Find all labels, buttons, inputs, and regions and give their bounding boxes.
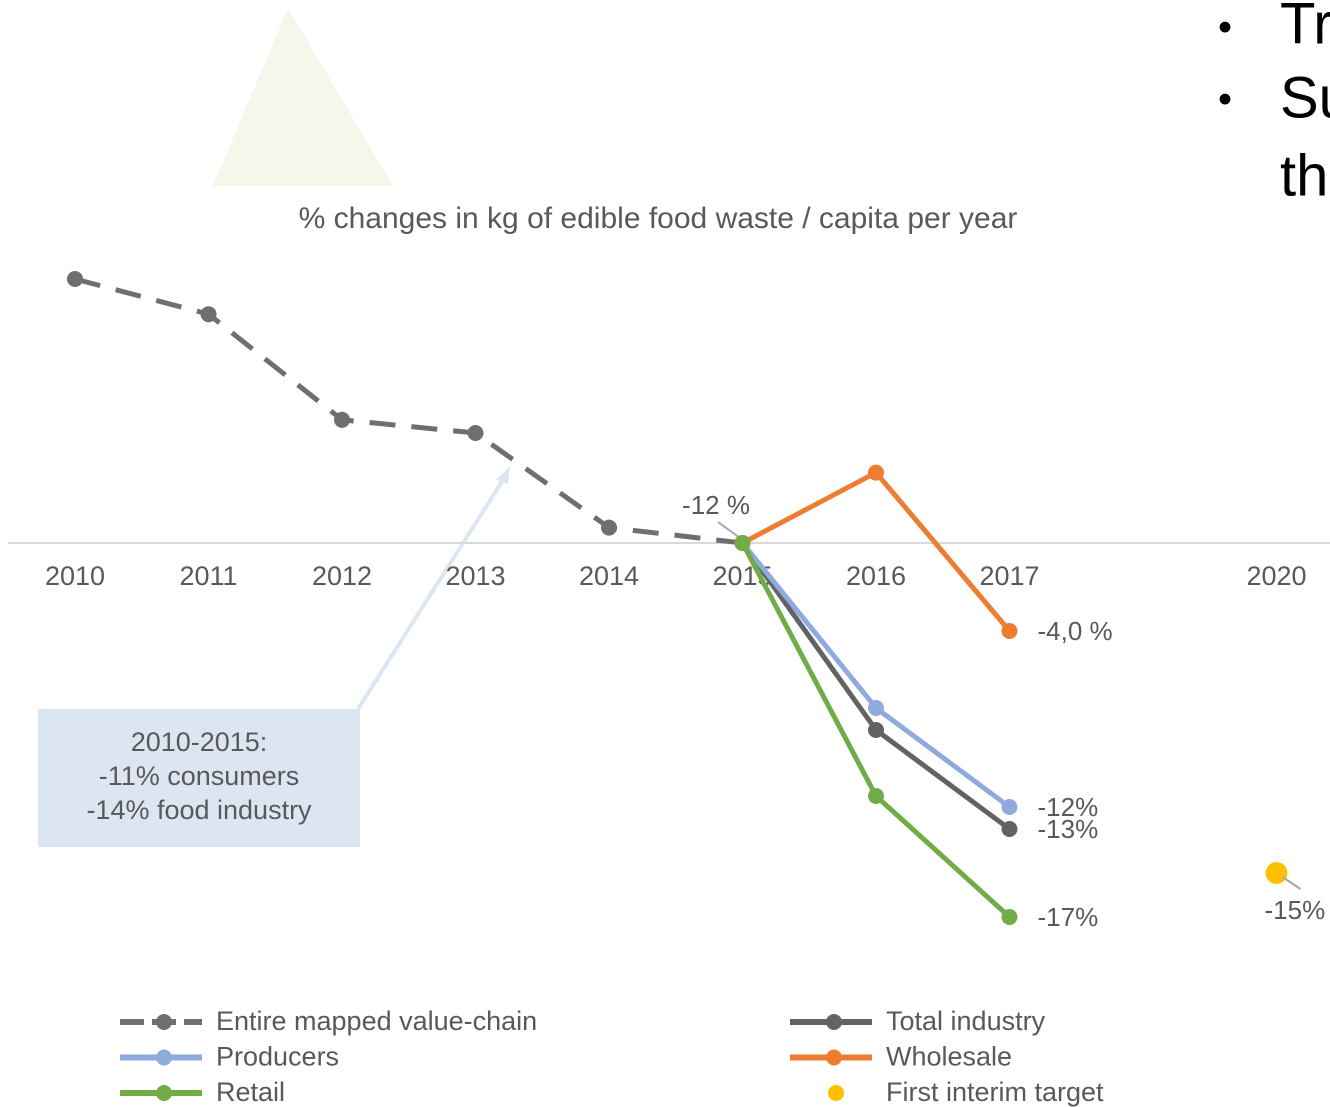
point <box>868 788 884 804</box>
x-tick-label: 2010 <box>45 561 105 591</box>
data-label: -13% <box>1038 814 1099 844</box>
x-tick-label: 2017 <box>979 561 1039 591</box>
point <box>67 271 83 287</box>
label-leader <box>1281 876 1302 890</box>
x-tick-label: 2012 <box>312 561 372 591</box>
chart-title: % changes in kg of edible food waste / c… <box>299 202 1018 235</box>
callout-text: -11% consumers <box>99 761 300 791</box>
point <box>601 519 617 536</box>
bullet: • <box>1218 78 1232 122</box>
point <box>1001 623 1018 639</box>
note-leader <box>717 521 741 539</box>
point <box>334 411 350 428</box>
series-line <box>741 469 1012 633</box>
x-tick-label: 2011 <box>179 561 237 591</box>
point-note: -12 % <box>682 490 750 520</box>
point <box>200 306 217 323</box>
point <box>1001 821 1018 837</box>
x-tick-label: 2014 <box>579 561 639 591</box>
point <box>734 535 751 551</box>
legend-swatch <box>826 1049 842 1066</box>
point <box>868 700 884 716</box>
x-tick-label: 2013 <box>445 561 505 591</box>
callout-box <box>38 709 360 847</box>
point <box>1001 799 1018 815</box>
legend-swatch <box>156 1085 172 1101</box>
callout-text: -14% food industry <box>86 795 312 825</box>
legend-label: Retail <box>216 1077 285 1107</box>
legend-label: Entire mapped value-chain <box>216 1006 537 1036</box>
point <box>1001 909 1018 925</box>
decor-triangle <box>213 8 393 186</box>
legend-label: First interim target <box>886 1077 1104 1107</box>
bullet: • <box>1218 6 1232 50</box>
point <box>467 425 484 441</box>
data-label: -15% <box>1265 895 1326 925</box>
data-label: -12% <box>1038 792 1099 822</box>
series-line <box>74 276 743 546</box>
point <box>868 722 884 738</box>
x-tick-label: 2020 <box>1246 561 1306 591</box>
callout-text: 2010-2015: <box>131 727 268 757</box>
point <box>868 464 884 481</box>
legend-swatch <box>826 1014 842 1030</box>
point <box>1265 862 1288 884</box>
legend-label: Total industry <box>886 1006 1046 1036</box>
bullet-text: th <box>1280 143 1328 208</box>
data-label: -17% <box>1038 902 1099 932</box>
bullet-text: Su <box>1280 65 1330 130</box>
legend-swatch <box>156 1049 172 1066</box>
x-tick-label: 2016 <box>846 561 906 591</box>
legend-label: Producers <box>216 1042 339 1072</box>
callout-arrow <box>356 470 510 711</box>
legend-swatch <box>156 1014 172 1030</box>
legend-swatch <box>828 1085 844 1101</box>
bullet-text: Tr <box>1280 0 1330 56</box>
legend-label: Wholesale <box>886 1042 1012 1072</box>
data-label: -4,0 % <box>1038 616 1113 646</box>
callout-arrowhead <box>496 466 510 484</box>
